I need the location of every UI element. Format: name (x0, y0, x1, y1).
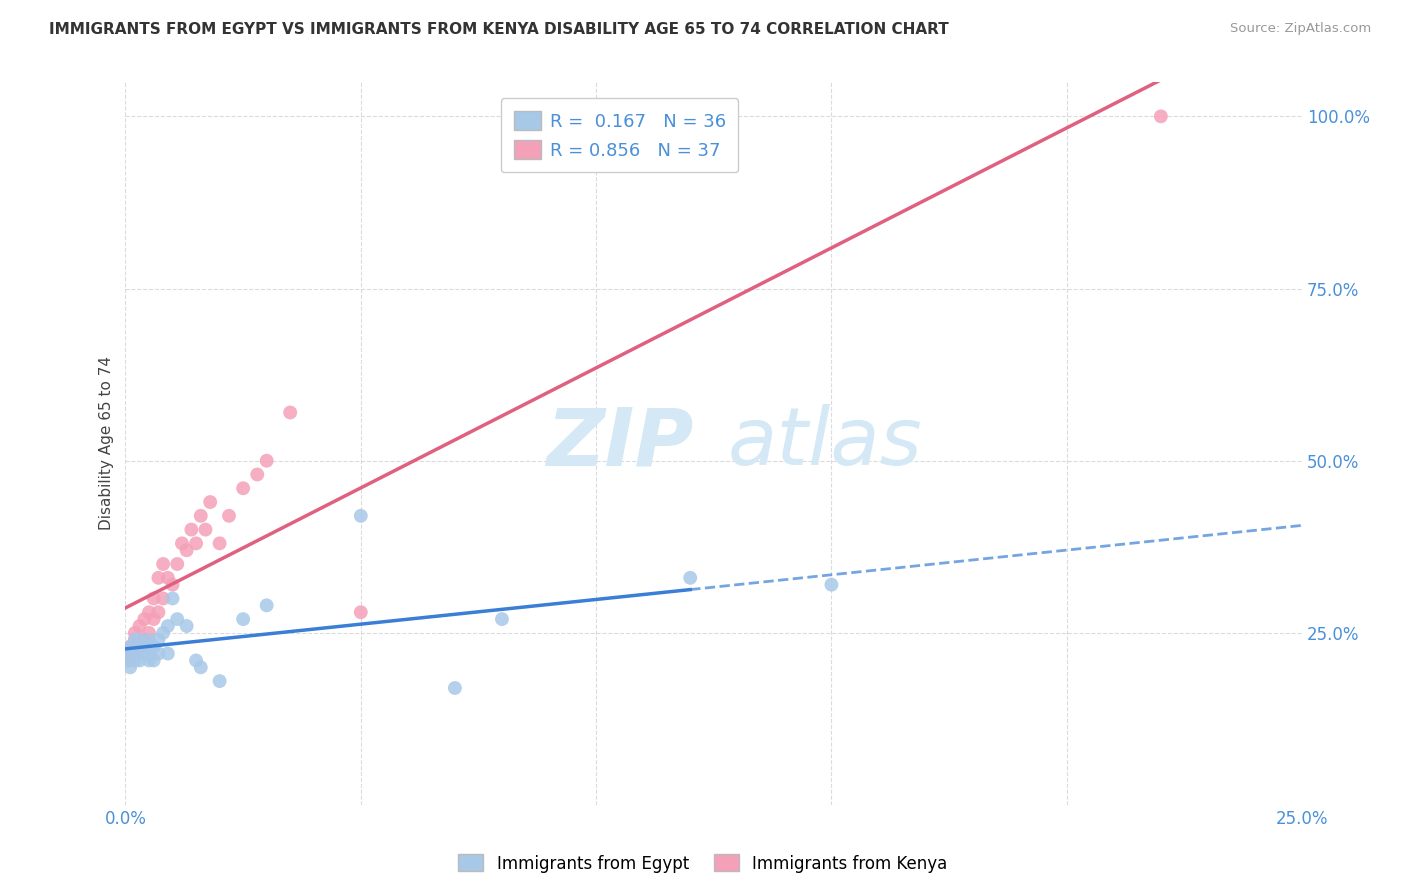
Point (134, 632, 156, 647)
Point (128, 619, 150, 633)
Point (170, 536, 193, 550)
Point (256, 453, 278, 467)
Point (124, 626, 146, 640)
Point (194, 523, 217, 537)
Legend: R =  0.167   N = 36, R = 0.856   N = 37: R = 0.167 N = 36, R = 0.856 N = 37 (501, 98, 738, 172)
Point (152, 557, 174, 571)
Point (148, 647, 170, 661)
Point (148, 632, 170, 647)
Text: Source: ZipAtlas.com: Source: ZipAtlas.com (1230, 22, 1371, 36)
Point (114, 653, 136, 667)
Point (114, 653, 136, 667)
Point (120, 640, 142, 654)
Point (148, 605, 170, 619)
Point (491, 612, 513, 626)
Point (232, 612, 254, 626)
Point (208, 674, 231, 689)
Point (142, 591, 165, 606)
Point (679, 571, 702, 585)
Point (156, 571, 179, 585)
Point (156, 619, 179, 633)
Point (232, 481, 254, 495)
Point (278, 405, 301, 419)
Point (156, 647, 179, 661)
Point (124, 653, 146, 667)
Point (138, 653, 160, 667)
Point (142, 653, 165, 667)
Point (190, 660, 212, 674)
Point (142, 612, 165, 626)
Point (162, 577, 184, 591)
Text: IMMIGRANTS FROM EGYPT VS IMMIGRANTS FROM KENYA DISABILITY AGE 65 TO 74 CORRELATI: IMMIGRANTS FROM EGYPT VS IMMIGRANTS FROM… (49, 22, 949, 37)
Point (166, 612, 188, 626)
Point (166, 557, 188, 571)
Point (152, 626, 174, 640)
Point (162, 591, 184, 606)
Point (198, 495, 221, 509)
Point (114, 647, 136, 661)
Point (246, 467, 269, 482)
Point (124, 632, 146, 647)
Point (142, 640, 165, 654)
Point (128, 653, 150, 667)
Point (128, 640, 150, 654)
Point (124, 632, 146, 647)
Text: atlas: atlas (728, 404, 922, 483)
Point (120, 653, 142, 667)
Point (218, 508, 240, 523)
Legend: Immigrants from Egypt, Immigrants from Kenya: Immigrants from Egypt, Immigrants from K… (451, 847, 955, 880)
Point (138, 605, 160, 619)
Point (256, 599, 278, 613)
Y-axis label: Disability Age 65 to 74: Disability Age 65 to 74 (100, 357, 114, 531)
Point (444, 681, 467, 695)
Point (128, 640, 150, 654)
Point (138, 632, 160, 647)
Point (180, 523, 202, 537)
Point (124, 647, 146, 661)
Point (1150, 109, 1173, 123)
Point (184, 653, 207, 667)
Point (134, 612, 156, 626)
Point (120, 647, 142, 661)
Point (148, 571, 170, 585)
Point (176, 543, 198, 558)
Point (138, 626, 160, 640)
Point (134, 647, 156, 661)
Point (134, 640, 156, 654)
Point (190, 508, 212, 523)
Point (138, 647, 160, 661)
Point (208, 536, 231, 550)
Point (124, 647, 146, 661)
Text: ZIP: ZIP (546, 404, 693, 483)
Point (820, 577, 842, 591)
Point (120, 640, 142, 654)
Point (128, 632, 150, 647)
Point (152, 591, 174, 606)
Point (120, 660, 142, 674)
Point (176, 619, 198, 633)
Point (184, 536, 207, 550)
Point (350, 605, 373, 619)
Point (350, 508, 373, 523)
Point (114, 647, 136, 661)
